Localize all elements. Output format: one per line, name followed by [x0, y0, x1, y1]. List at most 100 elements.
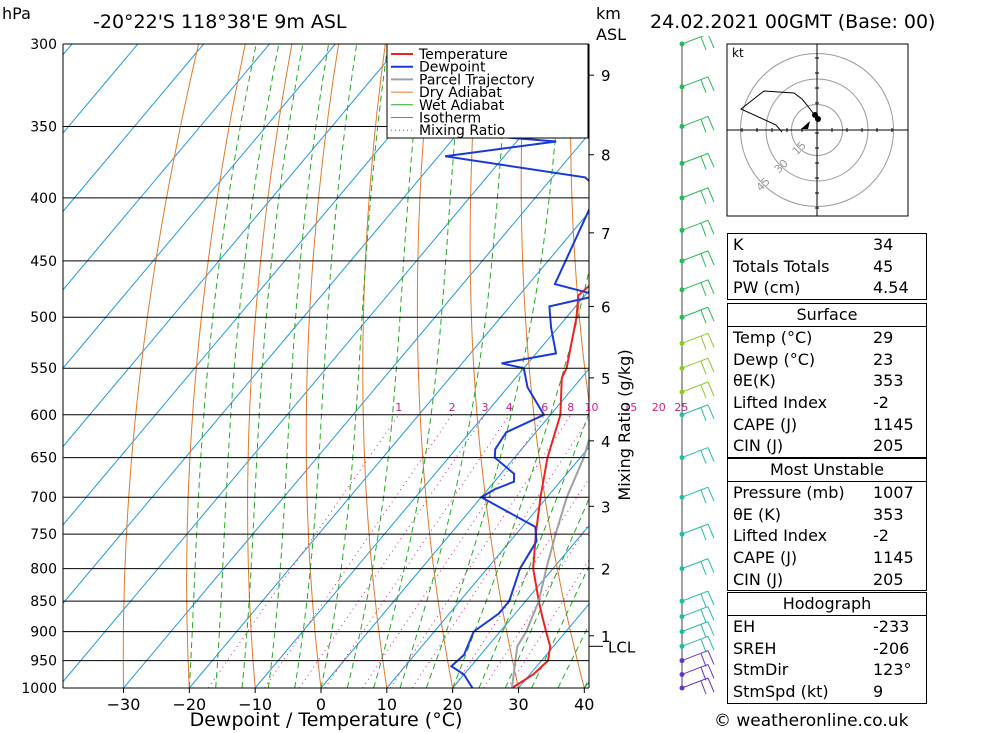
- dry-adiabat-line: [945, 44, 1000, 688]
- legend-entry: Wet Adiabat: [419, 98, 505, 114]
- index-row: Temp (°C) 29: [733, 328, 894, 347]
- wind-barb-flag: [700, 624, 707, 638]
- wind-barb: [681, 152, 709, 164]
- wind-barb-flag: [700, 361, 707, 375]
- legend-entry: Isotherm: [419, 111, 481, 127]
- isotherm-line: [123, 133, 589, 688]
- mixing-ratio-label: 25: [674, 401, 688, 414]
- wet-adiabat-line: [294, 44, 358, 688]
- hodograph-panel: Hodograph EH -233 SREH -206 StmDir 123° Stm…: [727, 592, 927, 704]
- wet-adiabat-line: [504, 497, 589, 688]
- wind-barb-flag: [707, 590, 715, 606]
- index-row: Dewp (°C) 23: [733, 349, 894, 369]
- mixing-ratio-label: 2: [449, 401, 456, 414]
- wind-barb: [681, 621, 709, 633]
- wind-barb-flag: [700, 253, 707, 268]
- pressure-tick-label: 550: [30, 361, 57, 377]
- isotherm-line: [386, 446, 589, 688]
- wind-barb-flag: [707, 447, 715, 462]
- wind-barb-flag: [700, 336, 707, 350]
- x-tick-label: 20: [442, 695, 462, 714]
- pressure-unit: hPa: [2, 4, 31, 23]
- dry-adiabat-line: [305, 44, 340, 688]
- wind-barb: [681, 447, 709, 459]
- x-tick-label: 10: [377, 695, 397, 714]
- mixing-ratio-label: 3: [482, 401, 489, 414]
- storm-motion-dot: [815, 116, 821, 122]
- pressure-tick-label: 650: [30, 451, 57, 467]
- mixing-ratio-line: [453, 477, 589, 688]
- index-row: Lifted Index -2: [733, 526, 889, 546]
- dry-adiabat-line: [570, 44, 589, 406]
- mixing-ratio-label: 8: [567, 401, 574, 414]
- wind-barb-flag: [707, 333, 715, 348]
- wind-barb-flag: [700, 490, 707, 504]
- wind-barb-flag: [707, 677, 715, 693]
- km-tick-label: 5: [601, 370, 611, 388]
- credit-link[interactable]: © weatheronline.co.uk: [714, 711, 909, 731]
- km-tick-label: 2: [601, 561, 611, 579]
- isotherm-line: [63, 44, 468, 526]
- pressure-tick-label: 950: [30, 654, 57, 670]
- pressure-tick-label: 700: [30, 490, 57, 506]
- surface-header: Surface: [728, 304, 926, 327]
- wet-adiabat-line: [215, 44, 280, 688]
- asl-label: ASL: [596, 25, 626, 44]
- mixing-ratio-label: 6: [541, 401, 548, 414]
- isotherm-line: [63, 44, 270, 291]
- pressure-tick-label: 500: [30, 310, 57, 326]
- x-tick-label: 30: [508, 695, 528, 714]
- wind-barb-flag: [700, 667, 707, 681]
- wind-barb-flag: [707, 187, 715, 203]
- wind-barb: [681, 590, 709, 602]
- km-tick-label: 3: [601, 498, 611, 516]
- x-tick-label: 0: [316, 695, 326, 714]
- index-row: StmDir 123°: [733, 660, 912, 680]
- km-tick-label: 4: [601, 433, 611, 451]
- index-row: CIN (J) 205: [733, 569, 904, 589]
- legend-entry: Parcel Trajectory: [419, 72, 535, 88]
- legend-entry: Dewpoint: [419, 60, 486, 76]
- mixing-ratio-line: [207, 414, 400, 688]
- wind-barb-flag: [707, 650, 715, 665]
- wind-barb-flag: [708, 36, 715, 49]
- pressure-tick-label: 350: [30, 119, 57, 135]
- wet-adiabat-line: [320, 44, 389, 688]
- wind-barb: [681, 357, 709, 369]
- index-row: PW (cm) 4.54: [733, 278, 909, 298]
- wind-barb: [681, 677, 709, 689]
- wind-barb: [681, 332, 709, 344]
- wind-barb-flag: [700, 282, 707, 296]
- wind-barb-flag: [700, 639, 707, 653]
- datetime-title: 24.02.2021 00GMT (Base: 00): [650, 11, 935, 33]
- index-row: CIN (J) 205: [733, 436, 904, 456]
- hodograph-header: Hodograph: [728, 593, 926, 616]
- wind-barb-flag: [700, 609, 707, 623]
- wet-adiabat-line: [373, 44, 464, 688]
- dry-adiabat-line: [416, 44, 454, 688]
- km-tick-label: 8: [601, 147, 611, 165]
- x-tick-label: −10: [238, 695, 272, 714]
- mixing-ratio-axis-label: Mixing Ratio (g/kg): [615, 349, 634, 500]
- isotherm-line: [63, 44, 336, 369]
- wind-barb: [681, 219, 709, 231]
- wind-barb-flag: [700, 680, 707, 695]
- surface-panel: Surface Temp (°C) 29 Dewp (°C) 23 θE(K) 353…: [727, 303, 927, 459]
- legend-entry: Dry Adiabat: [419, 85, 502, 101]
- wind-barb-flag: [700, 653, 707, 667]
- wet-adiabat-line: [188, 44, 257, 688]
- index-row: SREH -206: [733, 638, 910, 658]
- mixing-ratio-label: 4: [506, 401, 513, 414]
- pressure-tick-label: 1000: [21, 681, 57, 697]
- wind-barb: [681, 115, 709, 127]
- wind-barb-flag: [700, 119, 707, 133]
- wind-barb-flag: [700, 593, 707, 608]
- wind-barb-flag: [707, 664, 715, 679]
- pressure-tick-label: 900: [30, 625, 57, 641]
- wind-barb-flag: [700, 450, 707, 464]
- isotherm-line: [254, 289, 589, 688]
- index-row: Lifted Index -2: [733, 393, 889, 413]
- index-row: EH -233: [733, 617, 910, 636]
- wind-barb-flag: [700, 223, 707, 237]
